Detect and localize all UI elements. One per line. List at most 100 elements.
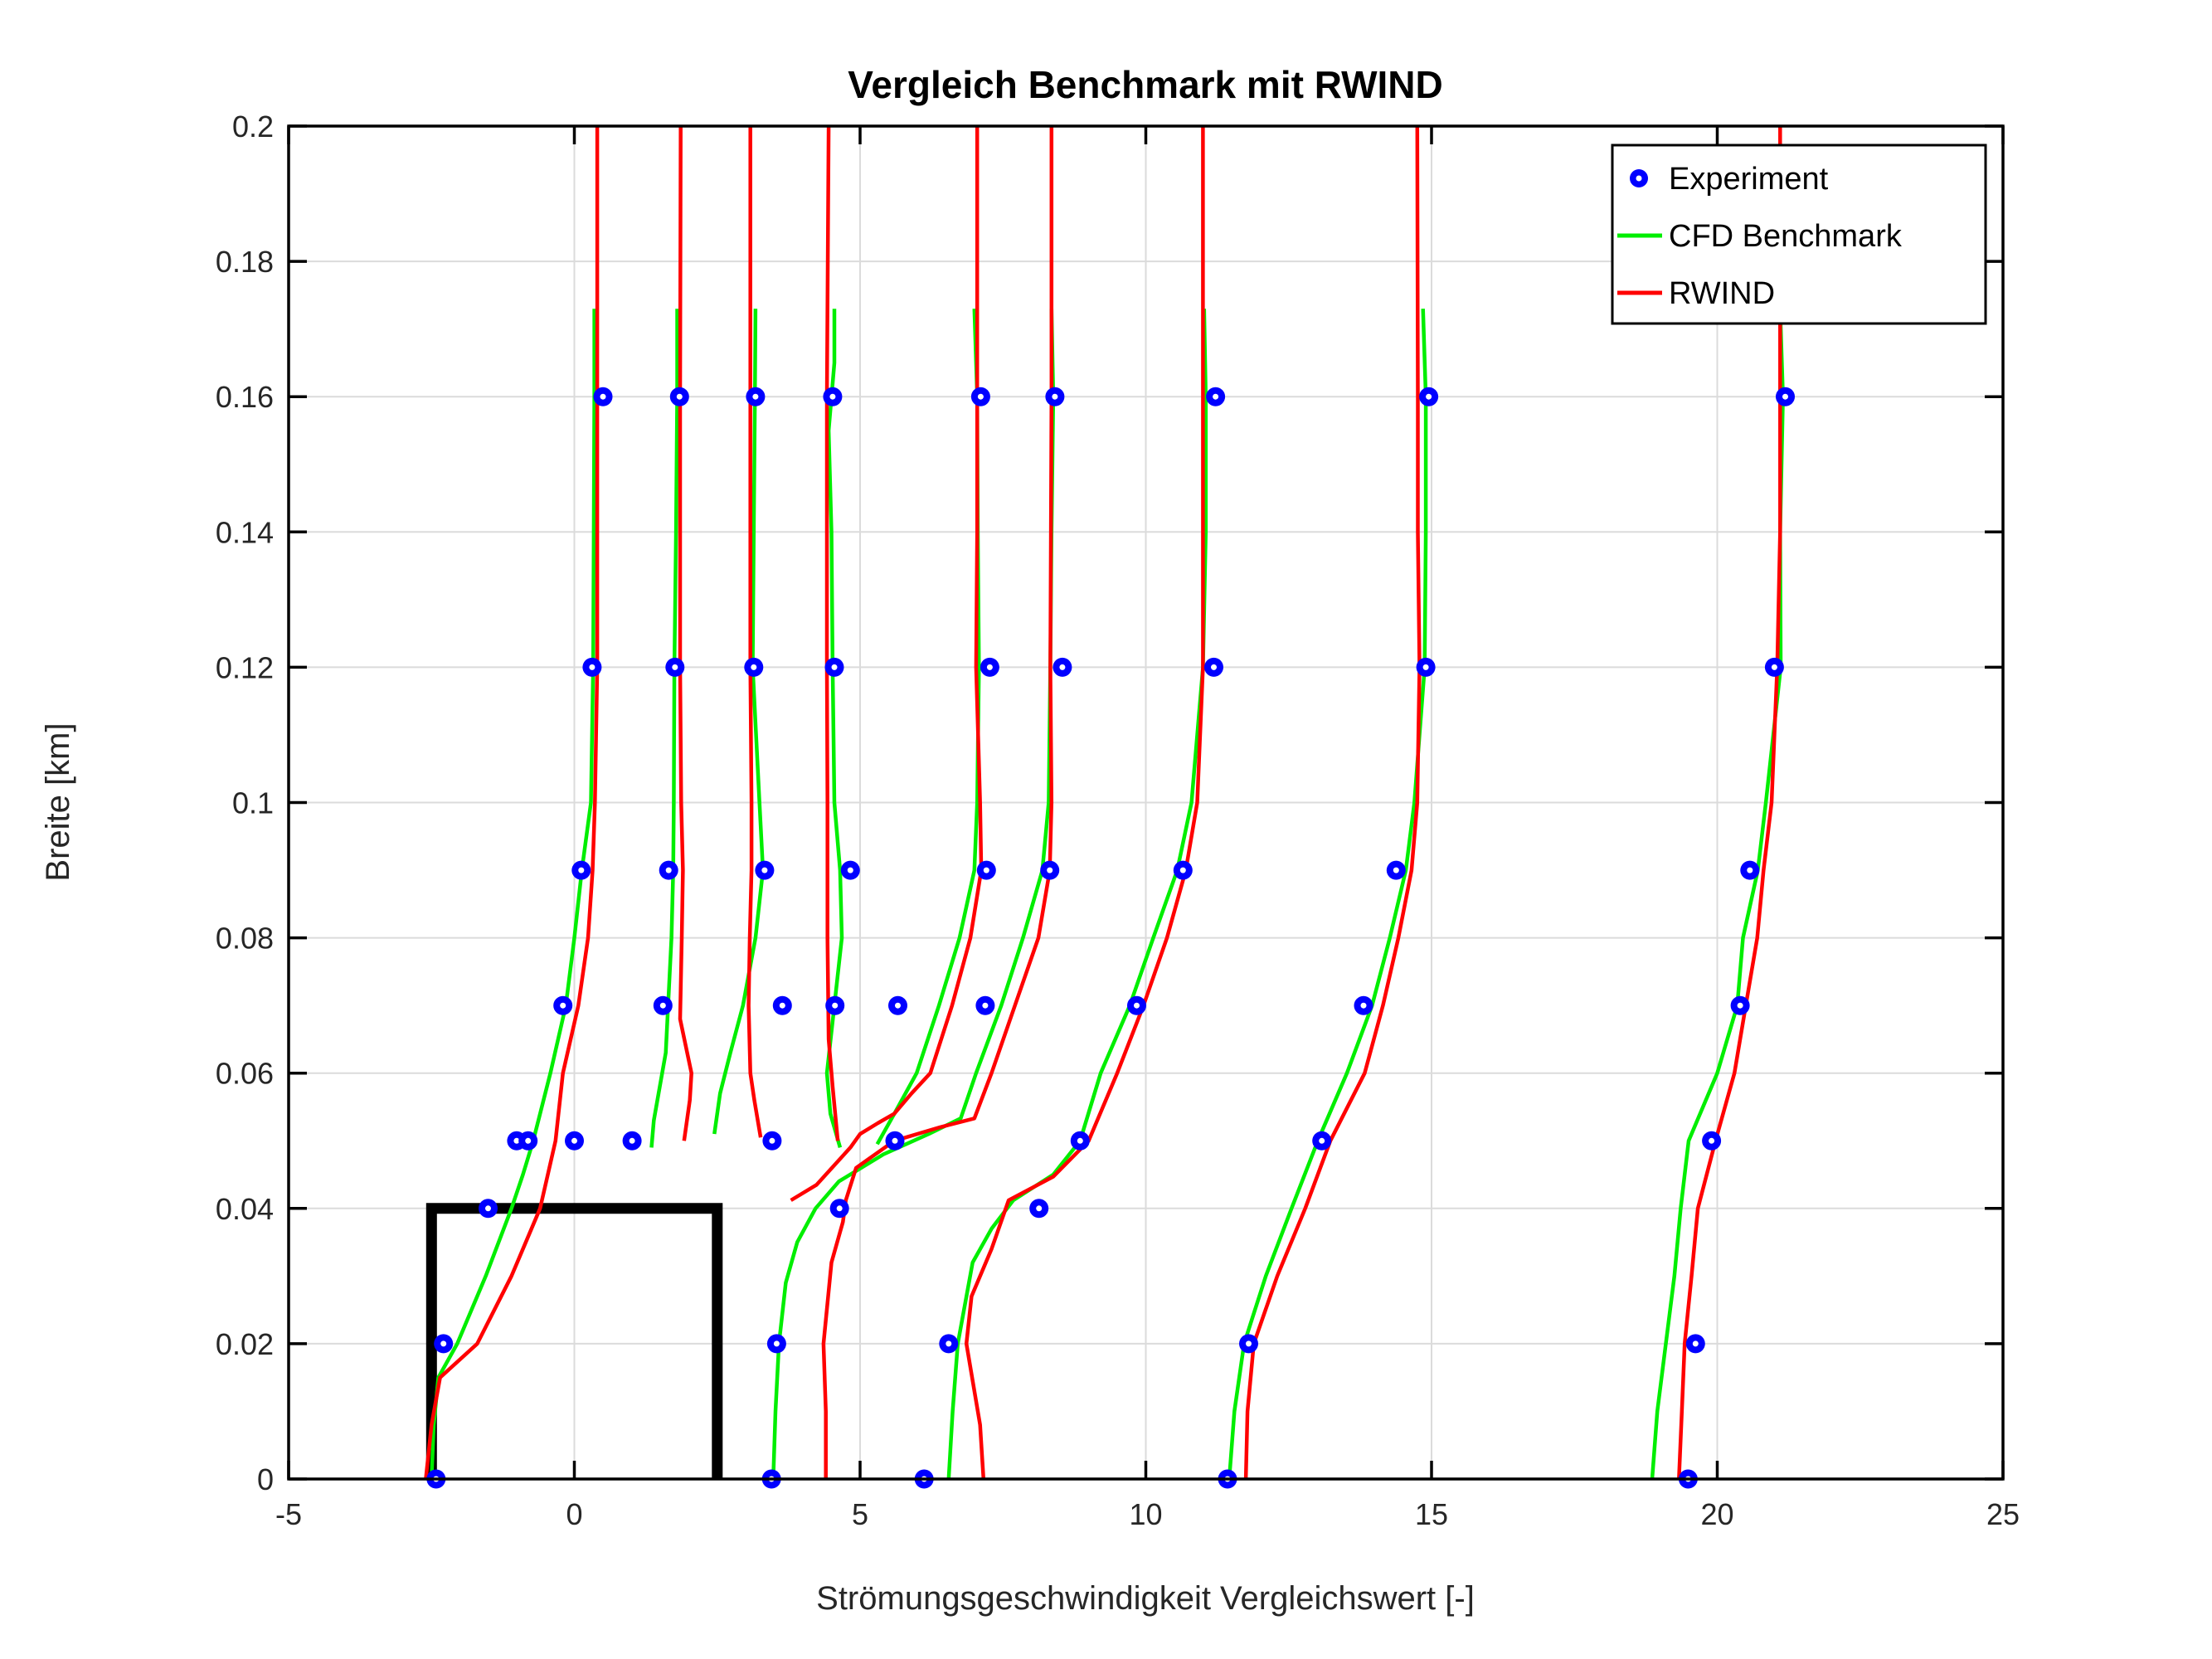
x-axis-label: Strömungsgeschwindigkeit Vergleichswert … [816,1580,1475,1617]
experiment-point-center [440,1340,447,1347]
rwind-curve [424,126,600,1480]
building-outline [425,1203,723,1479]
experiment-point-center [836,1205,843,1212]
experiment-point-center [761,867,768,873]
legend-entry-rwind: RWIND [1617,276,1775,311]
experiment-point-center [1213,393,1219,400]
y-tick-label: 0.02 [216,1327,274,1361]
cfd-benchmark-curve [771,309,1056,1480]
experiment-point-center [1179,867,1186,873]
y-tick-label: 0.16 [216,380,274,414]
legend: Experiment CFD Benchmark RWIND [1611,144,1987,325]
cfd-benchmark-curve [875,309,981,1146]
series-layer [424,125,1795,1489]
experiment-point-center [1360,1002,1367,1009]
tick-label-layer: -5 0 5 10 15 20 2500.020.040.060.080.10.120.14… [216,109,2020,1531]
x-tick-label: -5 [275,1497,302,1531]
experiment-point-center [892,1137,898,1144]
experiment-point-center [977,393,984,400]
rwind-curve [824,125,840,1141]
experiment-point-center [847,867,853,873]
cfd-benchmark-curve [430,309,596,1480]
cfd-benchmark-curve [712,309,766,1135]
experiment-point-center [752,393,759,400]
grid-layer [289,126,2003,1479]
experiment-point-center [831,664,838,670]
experiment-point-center [525,1137,532,1144]
experiment-point-center [600,393,606,400]
building-layer [425,1203,723,1479]
experiment-point-center [946,1340,952,1347]
legend-label-rwind: RWIND [1669,276,1775,311]
y-tick-label: 0.14 [216,515,274,549]
experiment-point-center [485,1205,491,1212]
experiment-point-center [1052,393,1058,400]
experiment-point-center [1747,867,1753,873]
experiment-point-center [589,664,596,670]
experiment-point-center [829,393,836,400]
chart-title: Vergleich Benchmark mit RWIND [848,63,1442,106]
legend-entry-cfd-benchmark: CFD Benchmark [1617,219,1903,254]
y-tick-label: 0.08 [216,922,274,956]
experiment-point-center [832,1002,839,1009]
legend-entry-experiment: Experiment [1630,162,1829,197]
cfd-benchmark-curve [1227,309,1428,1480]
experiment-point-center [983,867,989,873]
legend-label-experiment: Experiment [1669,162,1829,197]
experiment-point-center [751,664,757,670]
rwind-curve [964,126,1205,1480]
rwind-curve [790,126,984,1202]
y-tick-label: 0.06 [216,1057,274,1091]
experiment-point-center [665,867,672,873]
experiment-point-center [1047,867,1053,873]
x-tick-label: 15 [1415,1497,1448,1531]
experiment-point-center [1246,1340,1252,1347]
cfd-benchmark-curve [649,309,679,1148]
experiment-point-center [1422,664,1429,670]
experiment-point-center [571,1137,577,1144]
cfd-benchmark-curve [824,309,844,1149]
x-tick-label: 20 [1700,1497,1733,1531]
y-tick-label: 0.1 [232,786,274,820]
experiment-point-center [1782,393,1788,400]
experiment-point-center [629,1137,635,1144]
y-tick-label: 0 [257,1462,274,1496]
experiment-point-center [769,1137,775,1144]
y-tick-label: 0.12 [216,650,274,684]
x-tick-label: 0 [566,1497,582,1531]
experiment-point-center [1134,1002,1140,1009]
experiment-point-center [1319,1137,1325,1144]
experiment-point-center [676,393,683,400]
y-tick-label: 0.2 [232,109,274,144]
experiment-point-center [773,1340,780,1347]
y-tick-label: 0.18 [216,245,274,279]
experiment-point-center [986,664,993,670]
legend-label-cfd-benchmark: CFD Benchmark [1669,219,1903,254]
experiment-point-center [1692,1340,1699,1347]
experiment-point-center [1737,1002,1743,1009]
rwind-curve [1243,125,1422,1480]
experiment-point-center [1036,1205,1043,1212]
experiment-point-center [1059,664,1066,670]
rwind-curve [678,125,693,1141]
experiment-point-center [513,1137,520,1144]
legend-box [1611,144,1987,325]
x-tick-label: 5 [852,1497,868,1531]
experiment-point-center [982,1002,989,1009]
experiment-point-center [578,867,585,873]
experiment-point-center [659,1002,666,1009]
experiment-point-center [1426,393,1432,400]
x-tick-label: 10 [1129,1497,1162,1531]
experiment-point-center [1211,664,1217,670]
rwind-curve [821,126,1054,1479]
rwind-curve [746,126,763,1138]
axis-layer [287,124,2005,1481]
experiment-point-center [1077,1137,1083,1144]
cfd-benchmark-curve [946,309,1208,1480]
x-tick-label: 25 [1986,1497,2020,1531]
experiment-point-center [560,1002,566,1009]
experiment-point-center [779,1002,785,1009]
y-tick-label: 0.04 [216,1192,274,1226]
